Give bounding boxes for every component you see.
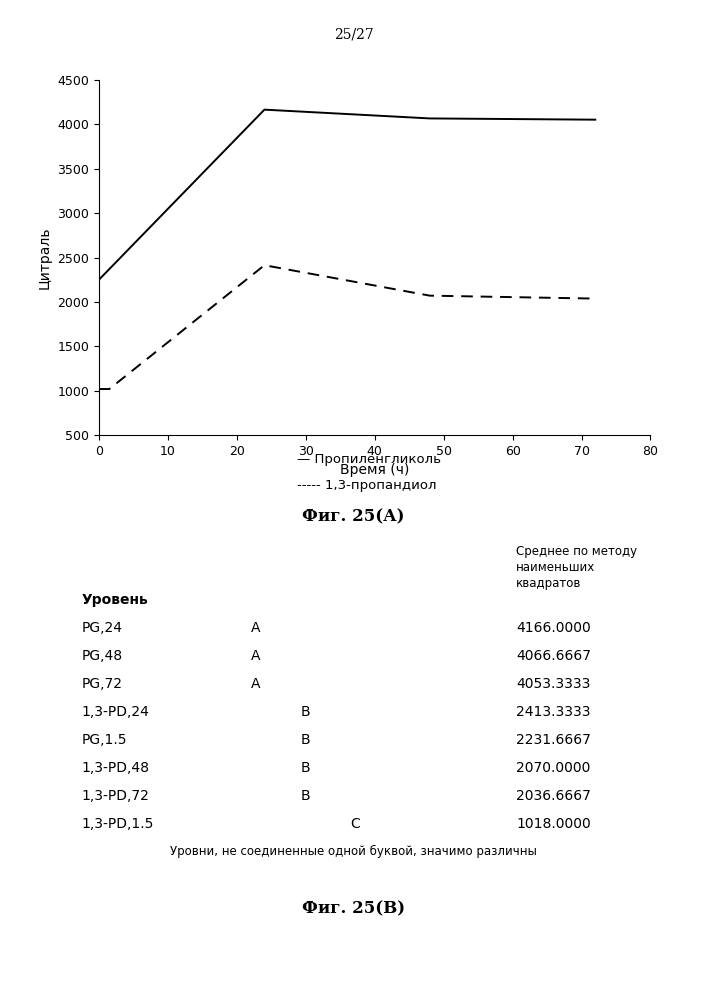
X-axis label: Время (ч): Время (ч) xyxy=(340,463,409,477)
Text: C: C xyxy=(350,817,360,831)
Text: 1,3-PD,24: 1,3-PD,24 xyxy=(81,705,149,719)
Text: PG,72: PG,72 xyxy=(81,677,122,691)
Text: 4066.6667: 4066.6667 xyxy=(516,649,591,663)
Text: 4166.0000: 4166.0000 xyxy=(516,621,591,635)
Text: Уровень: Уровень xyxy=(81,593,148,607)
Text: PG,48: PG,48 xyxy=(81,649,122,663)
Text: — Пропиленгликоль: — Пропиленгликоль xyxy=(297,453,441,466)
Text: A: A xyxy=(251,677,260,691)
Text: B: B xyxy=(300,733,310,747)
Text: PG,24: PG,24 xyxy=(81,621,122,635)
Text: 2036.6667: 2036.6667 xyxy=(516,789,591,803)
Text: 25/27: 25/27 xyxy=(334,28,373,42)
Text: 2070.0000: 2070.0000 xyxy=(516,761,590,775)
Text: B: B xyxy=(300,705,310,719)
Text: 2413.3333: 2413.3333 xyxy=(516,705,590,719)
Text: 1,3-PD,72: 1,3-PD,72 xyxy=(81,789,149,803)
Text: A: A xyxy=(251,621,260,635)
Text: Фиг. 25(А): Фиг. 25(А) xyxy=(303,508,404,525)
Text: Уровни, не соединенные одной буквой, значимо различны: Уровни, не соединенные одной буквой, зна… xyxy=(170,845,537,858)
Text: B: B xyxy=(300,761,310,775)
Text: 2231.6667: 2231.6667 xyxy=(516,733,591,747)
Text: ----- 1,3-пропандиол: ----- 1,3-пропандиол xyxy=(297,479,436,492)
Text: 4053.3333: 4053.3333 xyxy=(516,677,590,691)
Text: 1,3-PD,1.5: 1,3-PD,1.5 xyxy=(81,817,153,831)
Y-axis label: Цитраль: Цитраль xyxy=(38,226,52,289)
Text: Фиг. 25(B): Фиг. 25(B) xyxy=(302,900,405,917)
Text: Среднее по методу
наименьших
квадратов: Среднее по методу наименьших квадратов xyxy=(516,545,637,590)
Text: A: A xyxy=(251,649,260,663)
Text: PG,1.5: PG,1.5 xyxy=(81,733,127,747)
Text: 1,3-PD,48: 1,3-PD,48 xyxy=(81,761,149,775)
Text: 1018.0000: 1018.0000 xyxy=(516,817,591,831)
Text: B: B xyxy=(300,789,310,803)
